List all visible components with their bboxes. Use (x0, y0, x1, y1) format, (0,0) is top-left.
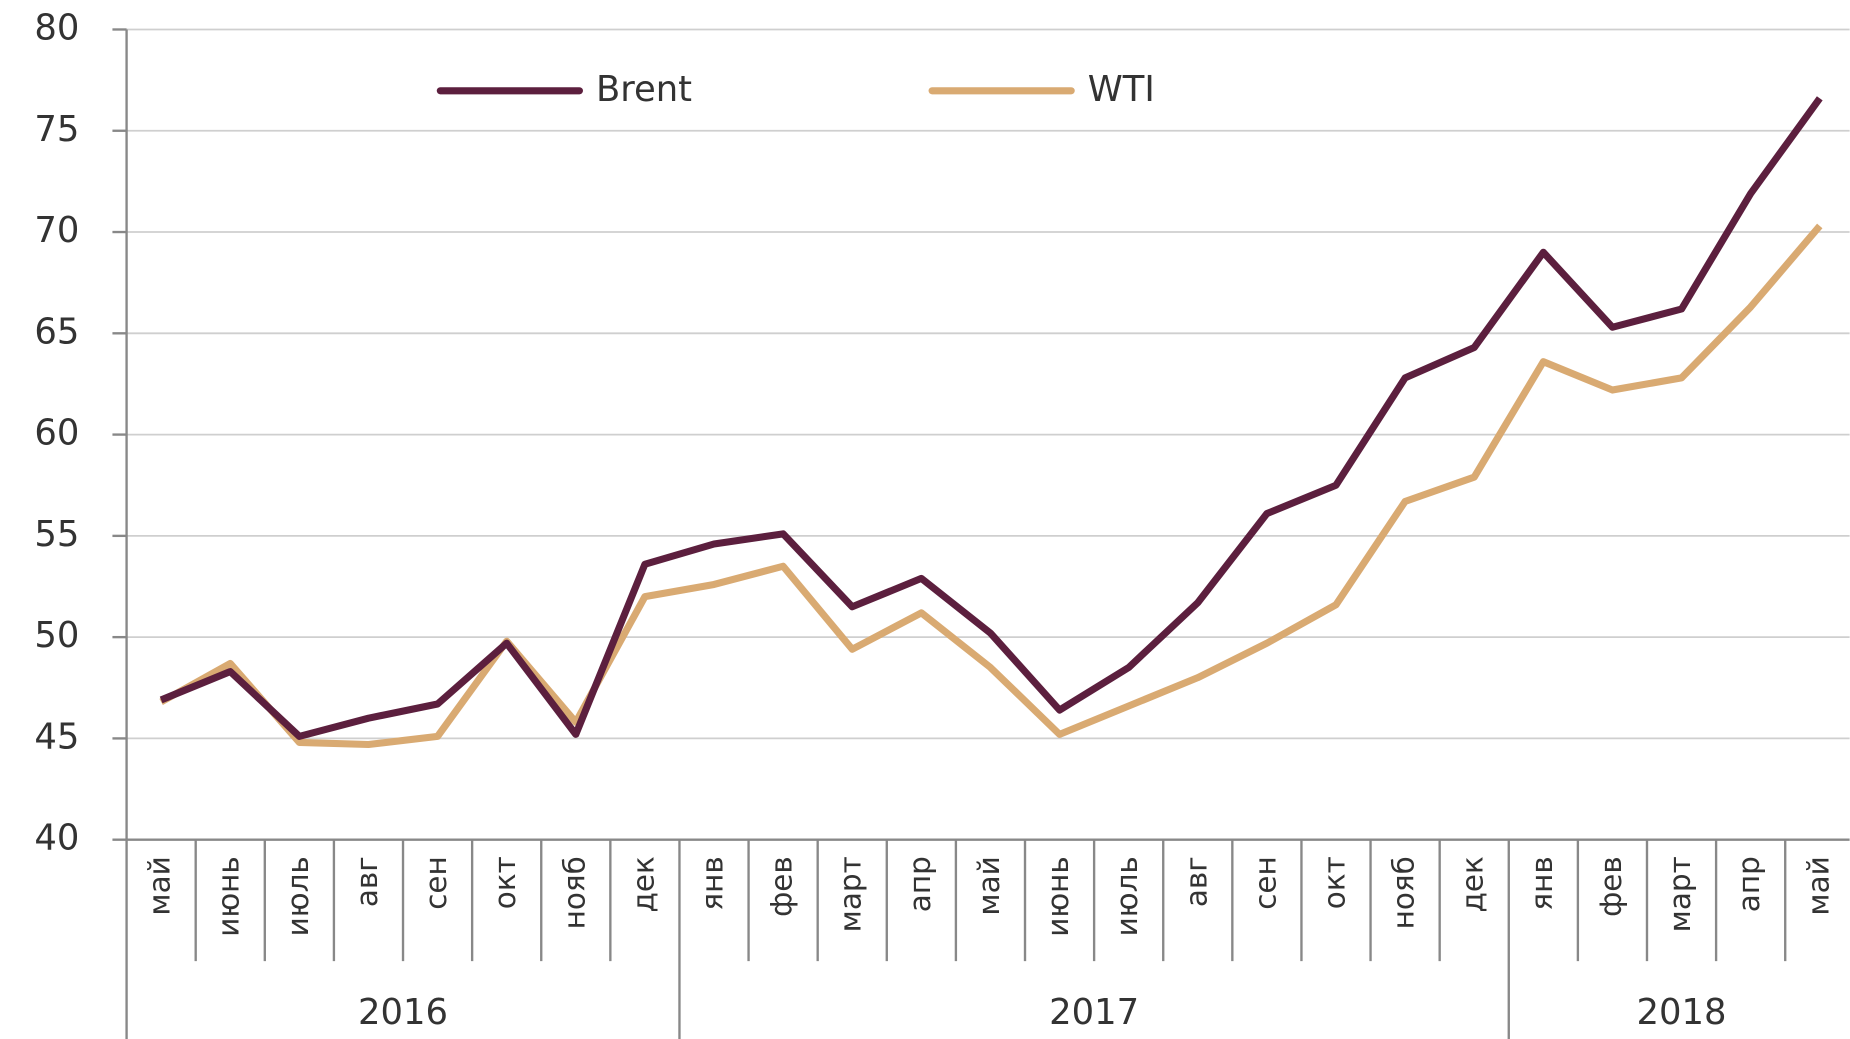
y-tick-label: 40 (34, 818, 79, 859)
series-line (159, 96, 1823, 740)
x-tick-label: фев (765, 856, 799, 917)
x-tick-label: июль (281, 856, 315, 936)
x-tick-label: июнь (212, 856, 246, 937)
year-label: 2017 (1049, 992, 1139, 1033)
x-tick-label: нояб (1387, 856, 1421, 929)
series-line (159, 223, 1823, 749)
x-tick-label: апр (903, 856, 937, 912)
year-label: 2016 (358, 992, 448, 1033)
x-tick-label: авг (350, 856, 384, 907)
x-tick-label: май (972, 856, 1006, 915)
year-label: 2018 (1637, 992, 1727, 1033)
x-tick-label: июль (1110, 856, 1144, 936)
x-tick-label: янв (1525, 856, 1559, 910)
x-tick-label: окт (488, 856, 522, 909)
y-tick-label: 70 (34, 210, 79, 251)
x-tick-label: сен (419, 856, 453, 910)
x-tick-label: фев (1594, 856, 1628, 917)
legend-label: WTI (1088, 69, 1155, 110)
x-tick-label: март (1663, 856, 1697, 932)
x-tick-label: март (834, 856, 868, 932)
x-tick-label: дек (626, 856, 660, 912)
y-tick-label: 50 (34, 615, 79, 656)
x-tick-label: апр (1732, 856, 1766, 912)
x-tick-label: май (1801, 856, 1835, 915)
y-tick-label: 55 (34, 514, 79, 555)
x-tick-label: авг (1179, 856, 1213, 907)
x-tick-label: май (143, 856, 177, 915)
x-tick-label: сен (1248, 856, 1282, 910)
y-tick-label: 45 (34, 716, 79, 757)
x-tick-label: янв (696, 856, 730, 910)
x-tick-label: июнь (1041, 856, 1075, 937)
legend-label: Brent (596, 69, 692, 110)
y-tick-label: 65 (34, 311, 79, 352)
x-tick-label: дек (1456, 856, 1490, 912)
x-tick-label: окт (1318, 856, 1352, 909)
y-tick-label: 60 (34, 413, 79, 454)
x-tick-label: нояб (557, 856, 591, 929)
y-tick-label: 75 (34, 109, 79, 150)
y-tick-label: 80 (34, 7, 79, 48)
